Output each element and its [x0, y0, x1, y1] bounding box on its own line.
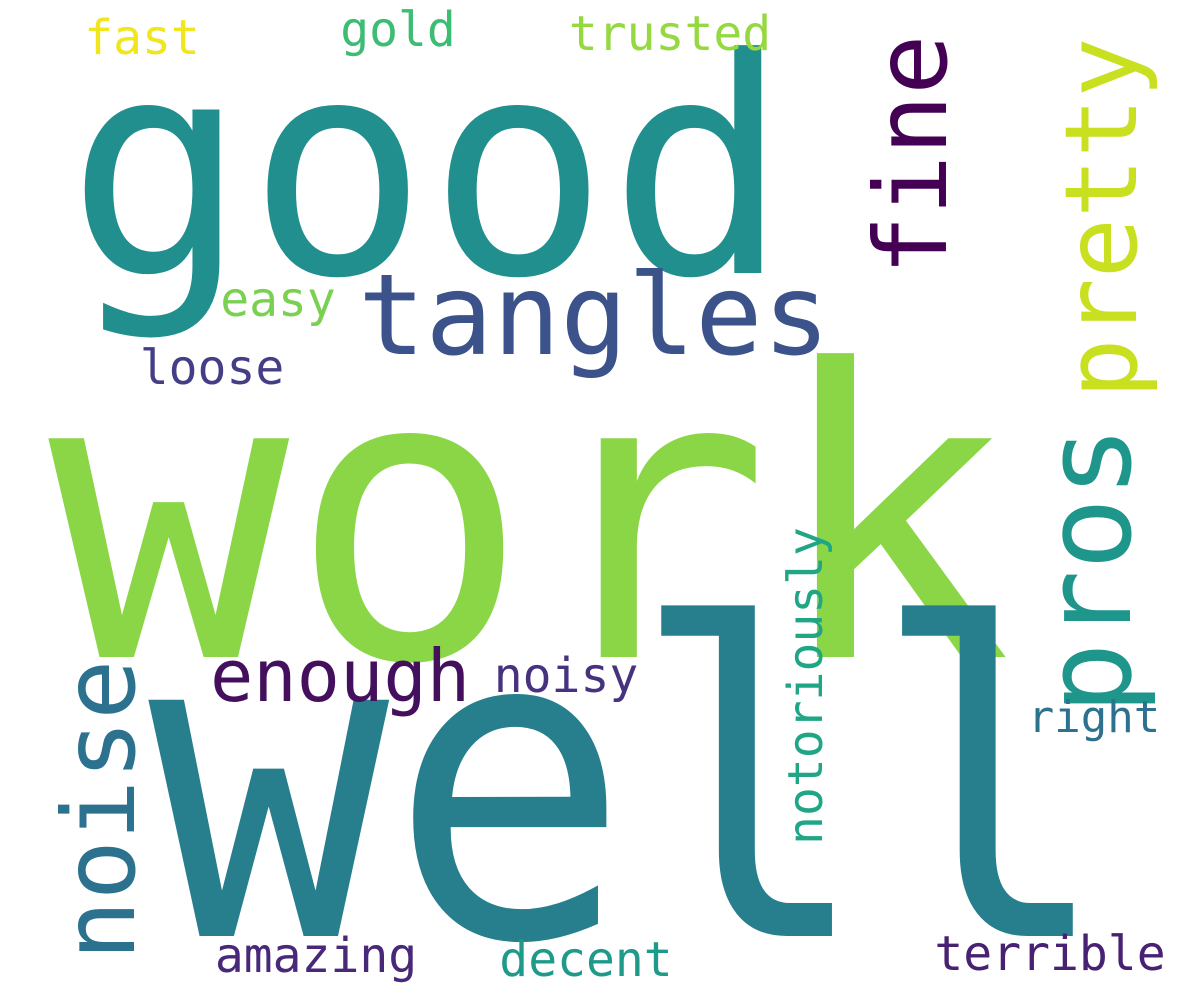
word-enough: enough	[209, 634, 471, 718]
word-loose: loose	[139, 340, 285, 396]
word-good: good	[66, 0, 790, 344]
word-tangles: tangles	[357, 251, 831, 381]
word-easy: easy	[220, 272, 336, 328]
word-notoriously: notoriously	[778, 527, 834, 845]
word-work: work	[48, 287, 1012, 752]
word-well: well	[148, 536, 1112, 1000]
word-noise: noise	[41, 659, 158, 961]
word-noisy: noisy	[493, 648, 639, 704]
word-pros: pros	[1020, 425, 1159, 715]
word-gold: gold	[340, 2, 456, 58]
word-decent: decent	[499, 932, 673, 988]
word-trusted: trusted	[568, 6, 772, 62]
word-amazing: amazing	[214, 928, 418, 984]
word-right: right	[1027, 692, 1161, 743]
word-fast: fast	[84, 10, 200, 66]
word-terrible: terrible	[934, 926, 1166, 982]
word-pretty: pretty	[1043, 37, 1160, 399]
word-fine: fine	[853, 34, 970, 276]
